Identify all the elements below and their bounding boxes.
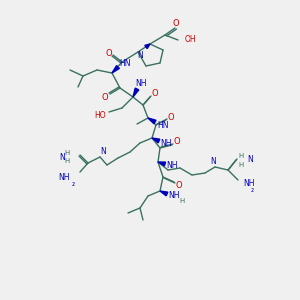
Text: O: O: [173, 20, 179, 28]
Text: ₂: ₂: [251, 185, 254, 194]
Text: N: N: [247, 155, 253, 164]
Polygon shape: [112, 66, 119, 73]
Polygon shape: [145, 44, 150, 49]
Text: O: O: [102, 92, 108, 101]
Polygon shape: [158, 162, 166, 166]
Text: O: O: [106, 49, 112, 58]
Text: HN: HN: [157, 121, 169, 130]
Text: O: O: [176, 182, 182, 190]
Text: NH: NH: [58, 172, 70, 182]
Text: N: N: [137, 50, 143, 59]
Text: N: N: [59, 152, 65, 161]
Text: NH: NH: [243, 179, 254, 188]
Text: H: H: [238, 162, 244, 168]
Text: O: O: [152, 89, 158, 98]
Text: O: O: [174, 137, 180, 146]
Text: N: N: [210, 157, 216, 166]
Text: NH: NH: [168, 191, 180, 200]
Text: HO: HO: [94, 112, 106, 121]
Text: H: H: [179, 198, 184, 204]
Text: ₂: ₂: [72, 179, 75, 188]
Polygon shape: [160, 191, 168, 196]
Polygon shape: [148, 118, 156, 124]
Polygon shape: [152, 138, 160, 143]
Text: NH: NH: [135, 80, 147, 88]
Text: O: O: [168, 112, 174, 122]
Text: H: H: [65, 158, 70, 164]
Text: N: N: [100, 148, 106, 157]
Text: OH: OH: [185, 35, 196, 44]
Text: HN: HN: [119, 59, 131, 68]
Text: NH: NH: [160, 139, 172, 148]
Polygon shape: [133, 88, 139, 97]
Text: H: H: [65, 150, 70, 156]
Text: H: H: [238, 153, 244, 159]
Text: NH: NH: [166, 161, 178, 170]
